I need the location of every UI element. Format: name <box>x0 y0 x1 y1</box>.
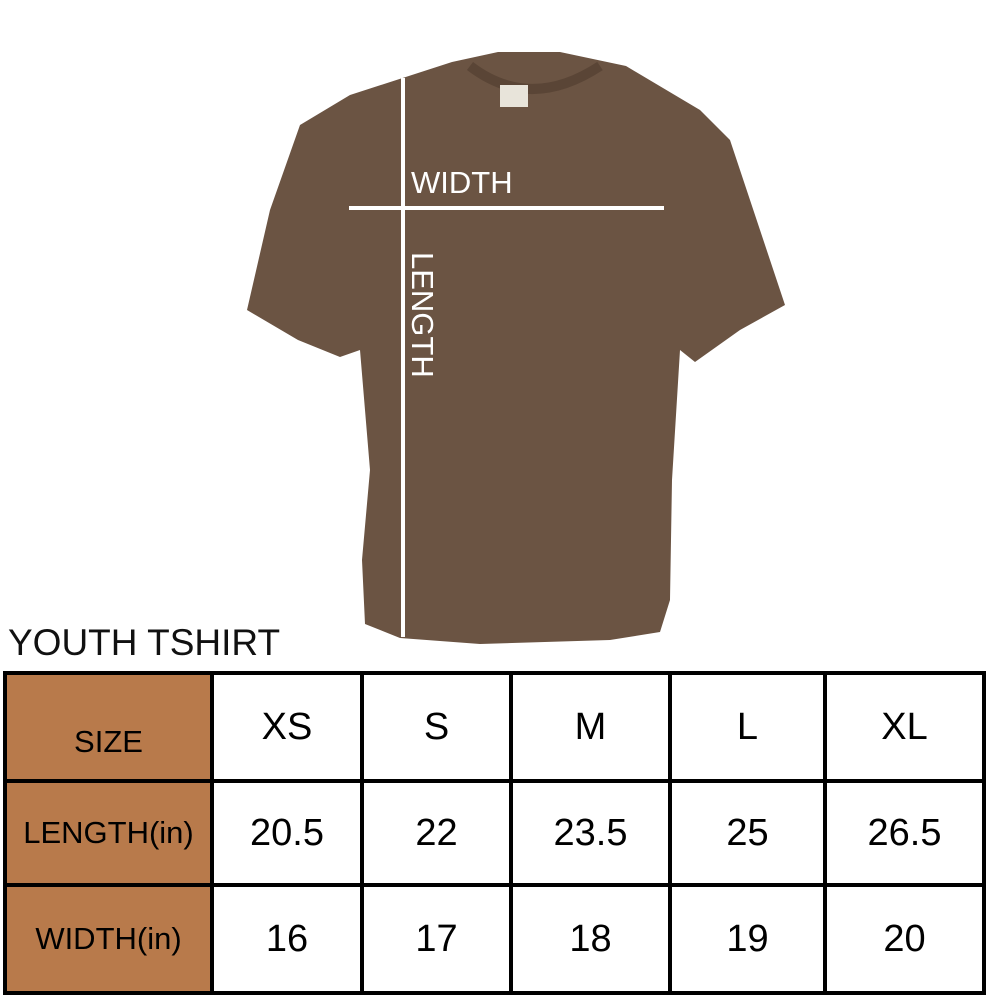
row-label: SIZE <box>3 671 214 783</box>
length-label: LENGTH <box>405 252 440 378</box>
length-cell: 20.5 <box>210 779 364 887</box>
width-cell: 18 <box>509 883 672 995</box>
size-cell: XS <box>210 671 364 783</box>
table-row-length: LENGTH(in) 20.5 22 23.5 25 26.5 <box>3 779 986 887</box>
chart-title: YOUTH TSHIRT <box>8 622 281 663</box>
row-label: LENGTH(in) <box>3 779 214 887</box>
length-cell: 25 <box>668 779 827 887</box>
size-cell: L <box>668 671 827 783</box>
width-cell: 17 <box>360 883 513 995</box>
width-cell: 19 <box>668 883 827 995</box>
tshirt-body <box>247 52 785 644</box>
table-row-size: SIZE XS S M L XL <box>3 671 986 783</box>
length-cell: 26.5 <box>823 779 986 887</box>
row-label: WIDTH(in) <box>3 883 214 995</box>
length-cell: 22 <box>360 779 513 887</box>
size-table: SIZE XS S M L XL LENGTH(in) 20.5 22 23.5… <box>3 671 986 995</box>
width-label: WIDTH <box>411 165 513 200</box>
length-cell: 23.5 <box>509 779 672 887</box>
width-cell: 16 <box>210 883 364 995</box>
size-cell: M <box>509 671 672 783</box>
size-cell: S <box>360 671 513 783</box>
tshirt-image <box>247 52 785 644</box>
table-row-width: WIDTH(in) 16 17 18 19 20 <box>3 883 986 995</box>
width-cell: 20 <box>823 883 986 995</box>
size-cell: XL <box>823 671 986 783</box>
